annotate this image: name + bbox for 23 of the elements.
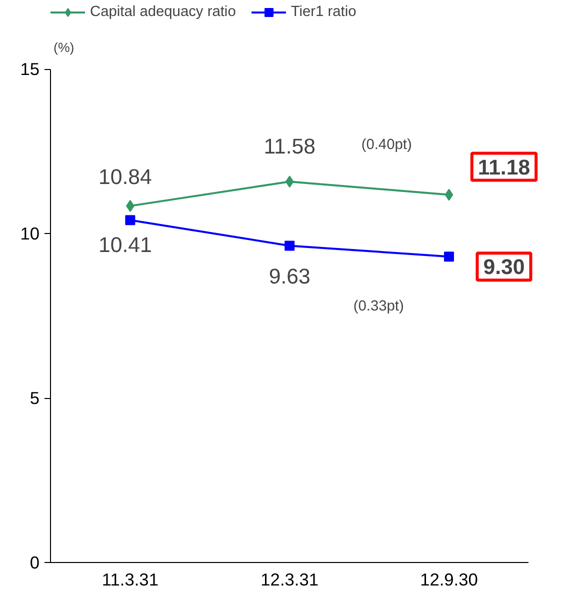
annotation: (0.33pt)	[353, 298, 404, 315]
legend-label: Tier1 ratio	[290, 4, 356, 20]
point	[444, 252, 454, 262]
point	[125, 215, 136, 226]
point	[444, 188, 454, 201]
data-label: 11.18	[478, 155, 530, 180]
y-tick-label: 10	[20, 224, 40, 244]
y-tick-label: 15	[20, 59, 40, 80]
y-tick-label: 0	[30, 552, 40, 572]
annotation: (0.40pt)	[361, 136, 412, 153]
data-label: 9.63	[268, 264, 310, 289]
y-tick-label: 5	[30, 388, 40, 408]
data-label: 10.41	[98, 233, 152, 258]
point	[285, 176, 294, 188]
data-label: 9.30	[483, 255, 525, 280]
point	[284, 240, 295, 251]
y-axis-title: (%)	[54, 40, 74, 56]
x-tick-label: 12.3.31	[260, 570, 319, 590]
x-tick-label: 12.9.30	[420, 570, 478, 590]
data-label: 10.84	[98, 164, 152, 189]
x-tick-label: 11.3.31	[102, 570, 158, 590]
data-label: 11.58	[264, 134, 316, 159]
legend-label: Capital adequacy ratio	[90, 4, 236, 20]
